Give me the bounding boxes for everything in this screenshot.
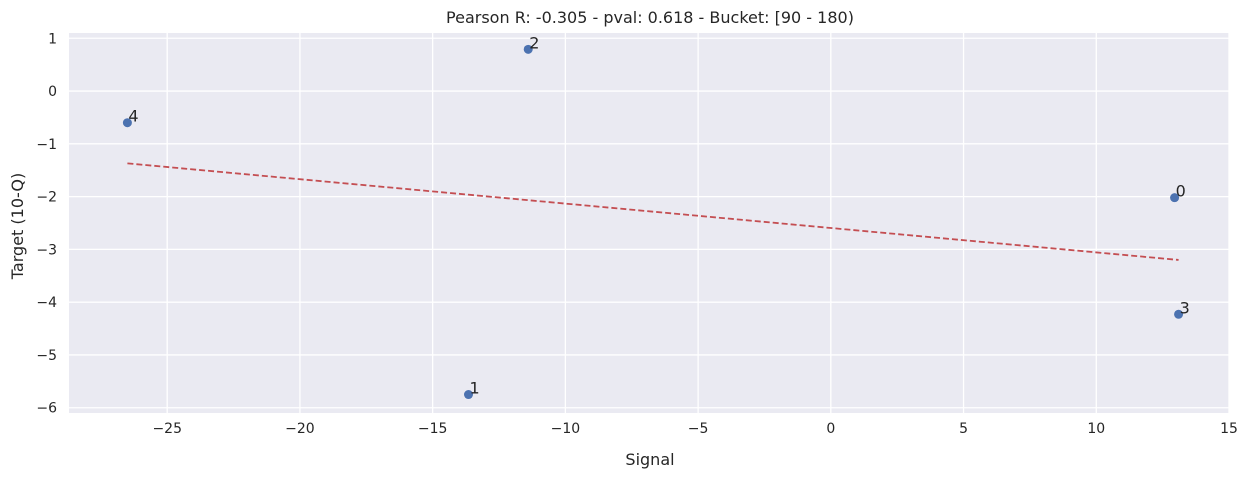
data-point-label: 4 xyxy=(128,107,138,126)
y-tick-label: 0 xyxy=(48,84,57,100)
x-tick-label: −15 xyxy=(418,421,448,437)
x-tick-label: −10 xyxy=(551,421,581,437)
y-axis-label: Target (10-Q) xyxy=(8,173,27,280)
chart-title: Pearson R: -0.305 - pval: 0.618 - Bucket… xyxy=(446,8,854,27)
trend-line xyxy=(127,162,1179,261)
y-tick-label: 1 xyxy=(48,31,57,47)
y-tick-label: −3 xyxy=(36,242,57,258)
data-point-label: 1 xyxy=(469,379,479,398)
data-point-label: 3 xyxy=(1180,298,1190,317)
x-tick-label: −20 xyxy=(285,421,315,437)
data-point-label: 2 xyxy=(529,33,539,52)
y-tick-label: −4 xyxy=(36,295,57,311)
x-tick-label: 5 xyxy=(959,421,968,437)
data-points: 0 1 2 3 4 xyxy=(122,33,1190,400)
x-tick-label: 15 xyxy=(1220,421,1238,437)
y-axis-ticks: 1 0 −1 −2 −3 −4 −5 −6 xyxy=(36,31,57,416)
data-point xyxy=(463,390,473,400)
y-tick-label: −2 xyxy=(36,190,57,206)
data-point xyxy=(1174,309,1184,319)
grid-lines xyxy=(69,33,1230,413)
data-point xyxy=(1170,193,1180,203)
x-tick-label: −25 xyxy=(152,421,182,437)
trend-line-group xyxy=(127,162,1179,261)
data-point-label: 0 xyxy=(1176,182,1186,201)
x-tick-label: 10 xyxy=(1087,421,1105,437)
y-tick-label: −6 xyxy=(36,401,57,417)
y-tick-label: −5 xyxy=(36,348,57,364)
y-tick-label: −1 xyxy=(36,137,57,153)
data-point xyxy=(523,44,533,54)
x-tick-label: −5 xyxy=(688,421,709,437)
plot-area xyxy=(69,33,1229,413)
data-point xyxy=(122,118,132,128)
x-axis-ticks: −25 −20 −15 −10 −5 0 5 10 15 xyxy=(152,421,1237,437)
x-axis-label: Signal xyxy=(625,450,674,469)
x-tick-label: 0 xyxy=(826,421,835,437)
